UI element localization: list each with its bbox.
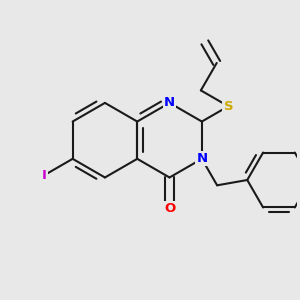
Text: N: N: [164, 96, 175, 110]
Text: N: N: [196, 152, 207, 165]
Text: O: O: [164, 202, 175, 214]
Text: I: I: [42, 169, 47, 182]
Text: S: S: [224, 100, 233, 113]
